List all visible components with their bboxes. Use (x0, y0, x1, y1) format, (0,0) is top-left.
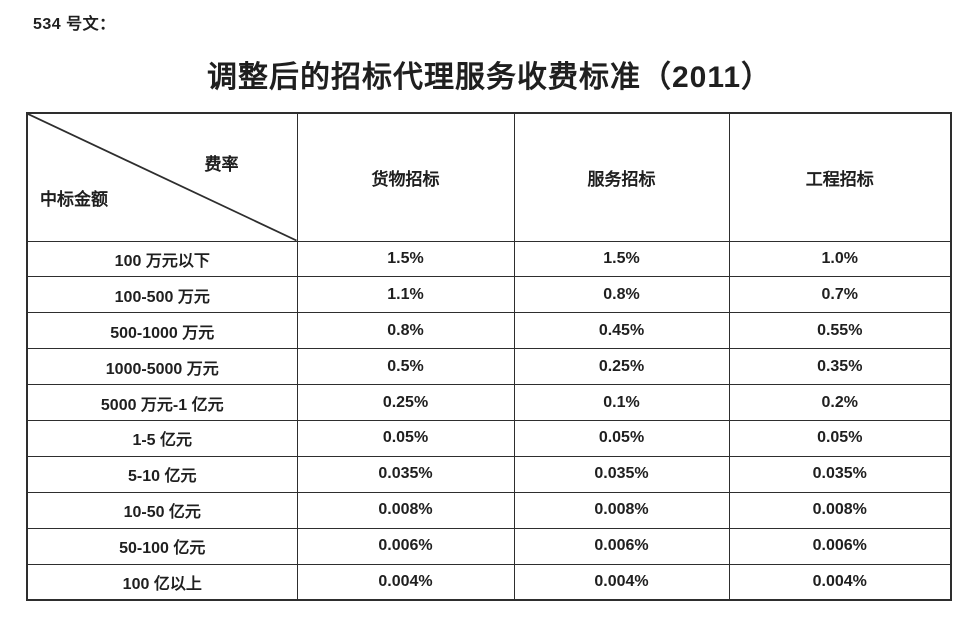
row-label-cell: 10-50 亿元 (26, 491, 298, 529)
value-cell: 0.55% (728, 312, 952, 350)
corner-header-cell: 费率 中标金额 (26, 112, 298, 242)
value-cell: 0.035% (296, 455, 515, 493)
value-cell: 0.7% (728, 276, 952, 314)
value-cell: 0.8% (513, 276, 730, 314)
table-row: 5000 万元-1 亿元 0.25% 0.1% 0.2% (26, 384, 952, 421)
value-cell: 0.006% (728, 527, 952, 565)
document-number: 534 号文： (33, 16, 116, 33)
value-cell: 0.035% (728, 455, 952, 493)
value-cell: 0.004% (296, 563, 515, 601)
table-row: 5-10 亿元 0.035% 0.035% 0.035% (26, 455, 952, 493)
table-header-row: 费率 中标金额 货物招标 服务招标 工程招标 (26, 112, 952, 242)
value-cell: 0.05% (728, 419, 952, 457)
row-label-cell: 100 亿以上 (26, 563, 298, 601)
row-label-cell: 100 万元以下 (26, 240, 298, 278)
value-cell: 0.008% (513, 491, 730, 529)
value-cell: 0.2% (728, 384, 952, 421)
table-row: 100-500 万元 1.1% 0.8% 0.7% (26, 276, 952, 314)
value-cell: 0.1% (513, 384, 730, 421)
value-cell: 0.05% (296, 419, 515, 457)
value-cell: 1.5% (513, 240, 730, 278)
column-header-services: 服务招标 (513, 112, 730, 242)
table-row: 100 万元以下 1.5% 1.5% 1.0% (26, 240, 952, 278)
table-row: 1000-5000 万元 0.5% 0.25% 0.35% (26, 348, 952, 386)
page-title: 调整后的招标代理服务收费标准（2011） (206, 61, 773, 94)
row-label-cell: 1-5 亿元 (26, 419, 298, 457)
table-row: 50-100 亿元 0.006% 0.006% 0.006% (26, 527, 952, 565)
column-header-engineering: 工程招标 (728, 112, 952, 242)
row-label-cell: 5-10 亿元 (26, 455, 298, 493)
value-cell: 0.45% (513, 312, 730, 350)
diagonal-divider-line (28, 114, 297, 241)
table-row: 500-1000 万元 0.8% 0.45% 0.55% (26, 312, 952, 350)
row-label-cell: 5000 万元-1 亿元 (26, 384, 298, 421)
value-cell: 1.0% (728, 240, 952, 278)
value-cell: 0.25% (513, 348, 730, 386)
value-cell: 1.5% (296, 240, 515, 278)
table-row: 10-50 亿元 0.008% 0.008% 0.008% (26, 491, 952, 529)
value-cell: 0.006% (513, 527, 730, 565)
table-row: 1-5 亿元 0.05% 0.05% 0.05% (26, 419, 952, 457)
value-cell: 0.25% (296, 384, 515, 421)
row-label-cell: 1000-5000 万元 (26, 348, 298, 386)
row-label-cell: 100-500 万元 (26, 276, 298, 314)
value-cell: 0.004% (728, 563, 952, 601)
value-cell: 0.008% (728, 491, 952, 529)
value-cell: 0.008% (296, 491, 515, 529)
value-cell: 0.035% (513, 455, 730, 493)
value-cell: 0.8% (296, 312, 515, 350)
table-row: 100 亿以上 0.004% 0.004% 0.004% (26, 563, 952, 601)
fee-rate-table: 费率 中标金额 货物招标 服务招标 工程招标 100 万元以下 1.5% 1.5… (26, 112, 952, 601)
column-header-goods: 货物招标 (296, 112, 515, 242)
value-cell: 0.5% (296, 348, 515, 386)
corner-label-bid-amount: 中标金额 (40, 190, 108, 209)
value-cell: 0.004% (513, 563, 730, 601)
value-cell: 0.35% (728, 348, 952, 386)
row-label-cell: 500-1000 万元 (26, 312, 298, 350)
row-label-cell: 50-100 亿元 (26, 527, 298, 565)
value-cell: 0.006% (296, 527, 515, 565)
value-cell: 0.05% (513, 419, 730, 457)
value-cell: 1.1% (296, 276, 515, 314)
corner-label-fee-rate: 费率 (204, 155, 239, 174)
